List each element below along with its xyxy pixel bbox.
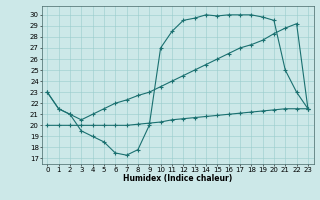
- X-axis label: Humidex (Indice chaleur): Humidex (Indice chaleur): [123, 174, 232, 183]
